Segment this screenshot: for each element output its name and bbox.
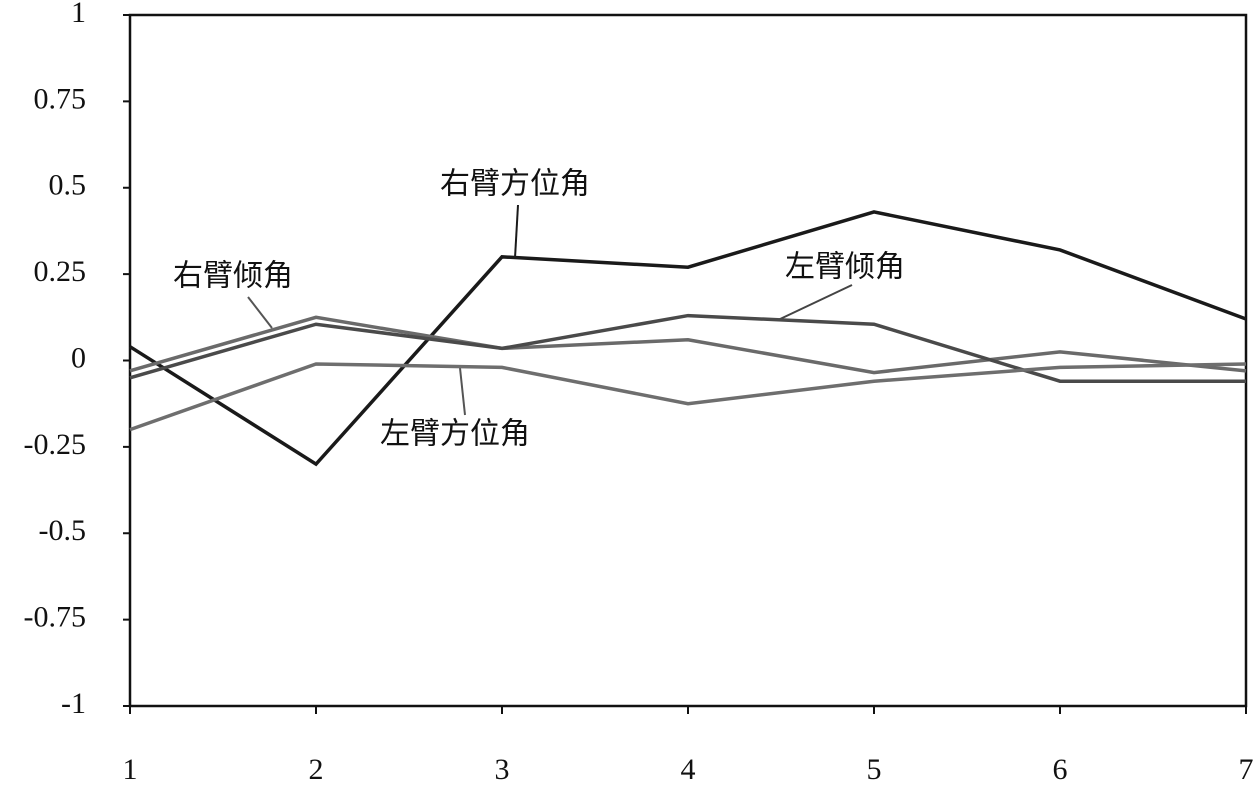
series-line — [129, 313, 1246, 383]
x-tick-label: 6 — [1053, 753, 1068, 786]
series-line — [129, 315, 1247, 375]
x-tick-label: 1 — [123, 753, 138, 786]
x-tick-label: 7 — [1239, 753, 1254, 786]
series-label: 右臂方位角 — [440, 167, 590, 202]
y-tick-label: 0.75 — [34, 82, 87, 115]
leader-line — [459, 367, 466, 416]
y-tick-label: -1 — [61, 687, 86, 720]
series-label: 左臂方位角 — [380, 417, 530, 452]
series-label: 左臂倾角 — [785, 250, 905, 285]
y-tick-label: -0.75 — [24, 601, 87, 634]
series-line — [129, 362, 1247, 432]
leader-line — [777, 284, 853, 321]
y-tick-label: 0.25 — [34, 255, 87, 288]
x-tick-label: 5 — [867, 753, 882, 786]
plot-frame — [128, 13, 1248, 708]
x-tick-label: 2 — [309, 753, 324, 786]
y-tick-label: -0.25 — [24, 428, 87, 461]
series-label: 右臂倾角 — [173, 259, 293, 294]
leader-line — [247, 296, 273, 329]
x-tick-label: 3 — [495, 753, 510, 786]
x-tick-label: 4 — [681, 753, 696, 786]
series-line — [129, 210, 1247, 467]
y-tick-label: 0.5 — [49, 169, 87, 202]
leader-line — [514, 204, 519, 259]
y-tick-label: 0 — [71, 341, 86, 374]
y-tick-label: 1 — [71, 0, 86, 29]
y-tick-label: -0.5 — [39, 514, 87, 547]
